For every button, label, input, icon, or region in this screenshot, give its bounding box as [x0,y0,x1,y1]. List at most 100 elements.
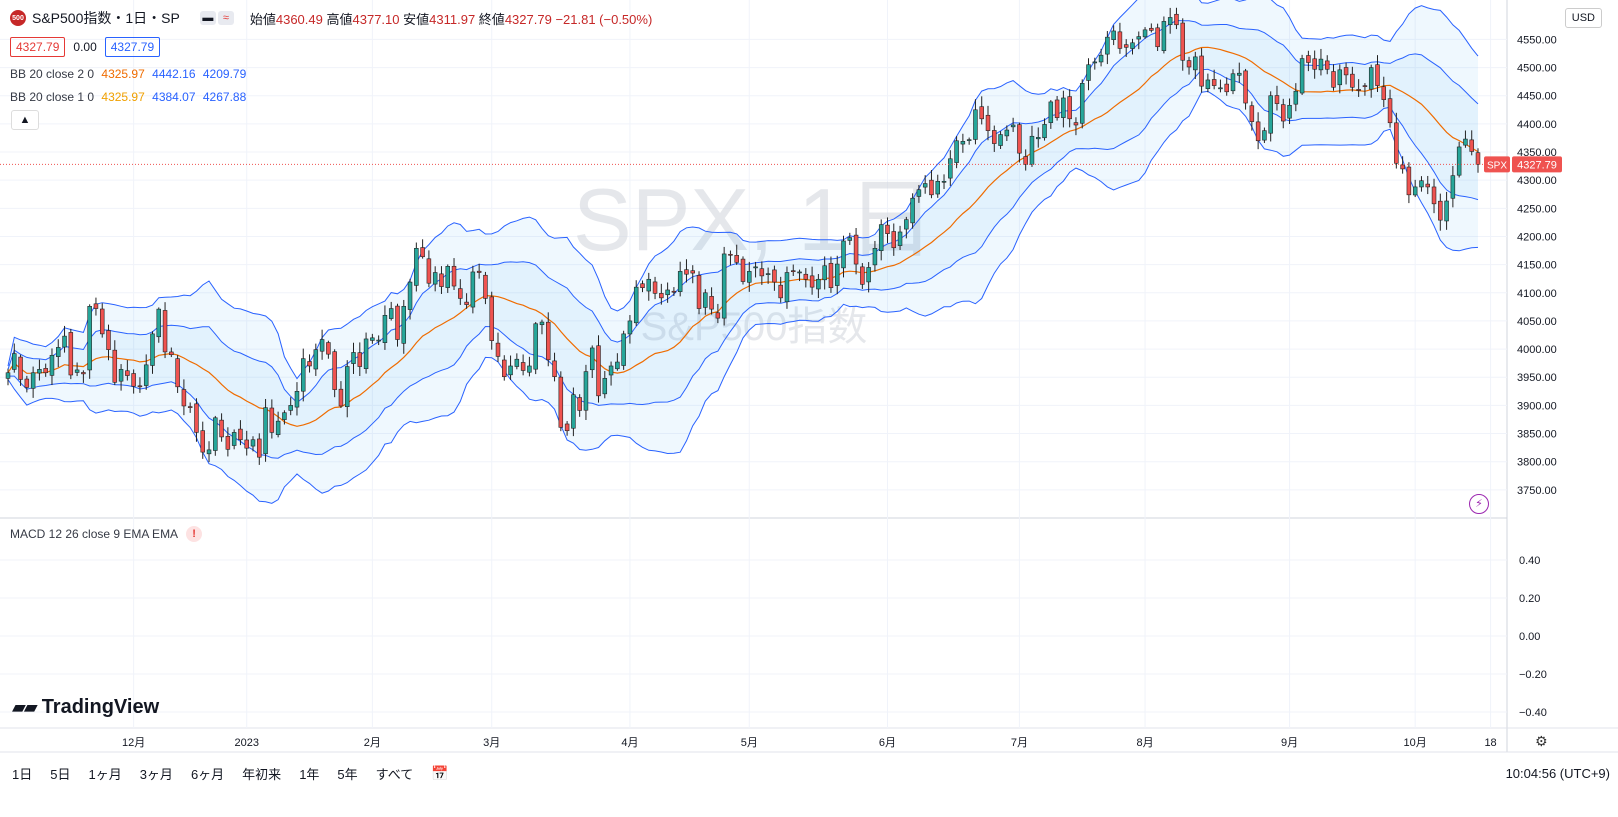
candle-body [1167,17,1173,25]
candle-body [828,262,834,289]
x-tick-label: 4月 [621,737,638,749]
candle-body [665,289,670,296]
hide-icon[interactable]: ▬ [199,11,216,25]
indicator-bb-1[interactable]: BB 20 close 1 0 4325.97 4384.07 4267.88 [10,90,246,104]
goto-date-calendar-icon[interactable]: 📅 [431,764,449,781]
candle-body [162,310,168,353]
candle-body [12,353,17,370]
candle-body [633,286,639,324]
bb2-lower-line [7,90,1479,504]
range-1m[interactable]: 1ヶ月 [88,766,122,782]
candle-body [370,337,375,341]
candle-body [1218,87,1223,90]
candle-body [941,181,947,183]
candle-body [137,385,143,388]
candle-body [502,359,507,377]
candle-body [546,321,551,361]
candle-body [238,428,243,441]
range-3m[interactable]: 3ヶ月 [139,766,173,782]
range-1y[interactable]: 1年 [299,766,320,782]
range-6m[interactable]: 6ヶ月 [190,766,225,782]
candle-body [1237,72,1242,76]
exclamation-icon[interactable]: ! [186,526,203,542]
candle-body [715,312,721,319]
candle-body [74,369,80,373]
settings-gear-icon[interactable]: ⚙ [1535,733,1548,749]
bb1-upper: 4384.07 [152,90,196,104]
candle-body [797,271,802,274]
candle-body [1343,67,1349,76]
collapse-chevron-up-icon[interactable]: ▲ [11,110,39,130]
range-1d[interactable]: 1日 [12,766,33,782]
open-value: 4360.49 [275,11,323,27]
lightning-icon[interactable]: ⚡ [1469,494,1489,514]
x-tick-label: 2023 [234,737,258,749]
candle-body [1331,71,1336,88]
sp500-logo-icon: 500 [10,10,26,26]
macd-legend[interactable]: MACD 12 26 close 9 EMA EMA ! [10,526,203,542]
candle-body [922,183,928,188]
range-5y[interactable]: 5年 [337,766,358,782]
range-ytd[interactable]: 年初来 [242,766,282,782]
candle-body [621,333,626,366]
candle-body [1017,124,1022,154]
candle-body [269,407,275,433]
currency-select[interactable]: USD [1564,8,1602,28]
candle-body [1274,95,1280,104]
candle-body [1054,99,1060,118]
candle-body [1406,166,1412,196]
candle-body [1281,104,1286,122]
candle-body [935,181,940,195]
candle-body [388,308,394,319]
candle-body [1149,27,1154,31]
candle-body [1249,105,1255,122]
candle-body [24,378,30,388]
bb2-fill [8,0,1478,504]
candle-body [87,305,92,371]
candle-body [156,308,162,338]
candle-body [407,281,413,310]
candle-body [514,358,520,367]
candle-body [93,303,99,309]
candle-body [853,234,859,265]
change-value: −21.81 (−0.50%) [555,11,653,27]
bb1-fill [8,20,1478,459]
candle-body [483,274,488,299]
symbol-title[interactable]: S&P500指数・1日・SP [32,10,180,26]
candle-body [558,376,564,428]
y-tick-label: 3750.00 [1517,485,1557,497]
candle-body [1010,124,1016,128]
candle-body [759,268,765,277]
candle-body [181,389,187,407]
candle-body [112,349,118,383]
compare-icon[interactable]: ≈ [217,11,234,25]
candle-body [765,273,771,275]
x-tick-label: 8月 [1136,737,1153,749]
candle-body [1444,200,1449,222]
range-all[interactable]: すべて [375,766,414,782]
candle-body [734,255,739,263]
candle-body [307,361,312,367]
indicator-bb-2[interactable]: BB 20 close 2 0 4325.97 4442.16 4209.79 [10,67,246,81]
y-tick-label: 4100.00 [1517,288,1557,300]
close-label: 終値 [478,11,505,27]
clock[interactable]: 10:04:56 (UTC+9) [1505,766,1610,781]
bb2-upper-line [7,0,1479,380]
candle-body [1130,42,1135,49]
range-5d[interactable]: 5日 [50,766,71,782]
candle-body [1243,70,1248,104]
high-value: 4377.10 [352,11,400,27]
buy-price[interactable]: 4327.79 [104,37,161,57]
sell-price[interactable]: 4327.79 [10,37,66,57]
candle-body [992,130,997,144]
candle-body [1174,13,1179,26]
candle-body [627,320,633,335]
candle-body [1394,122,1399,164]
candle-body [1419,180,1424,188]
price-tag-bg [1512,156,1562,173]
candle-body [539,321,545,326]
candle-body [1456,146,1462,176]
candle-body [1299,58,1305,94]
candle-body [257,438,262,458]
